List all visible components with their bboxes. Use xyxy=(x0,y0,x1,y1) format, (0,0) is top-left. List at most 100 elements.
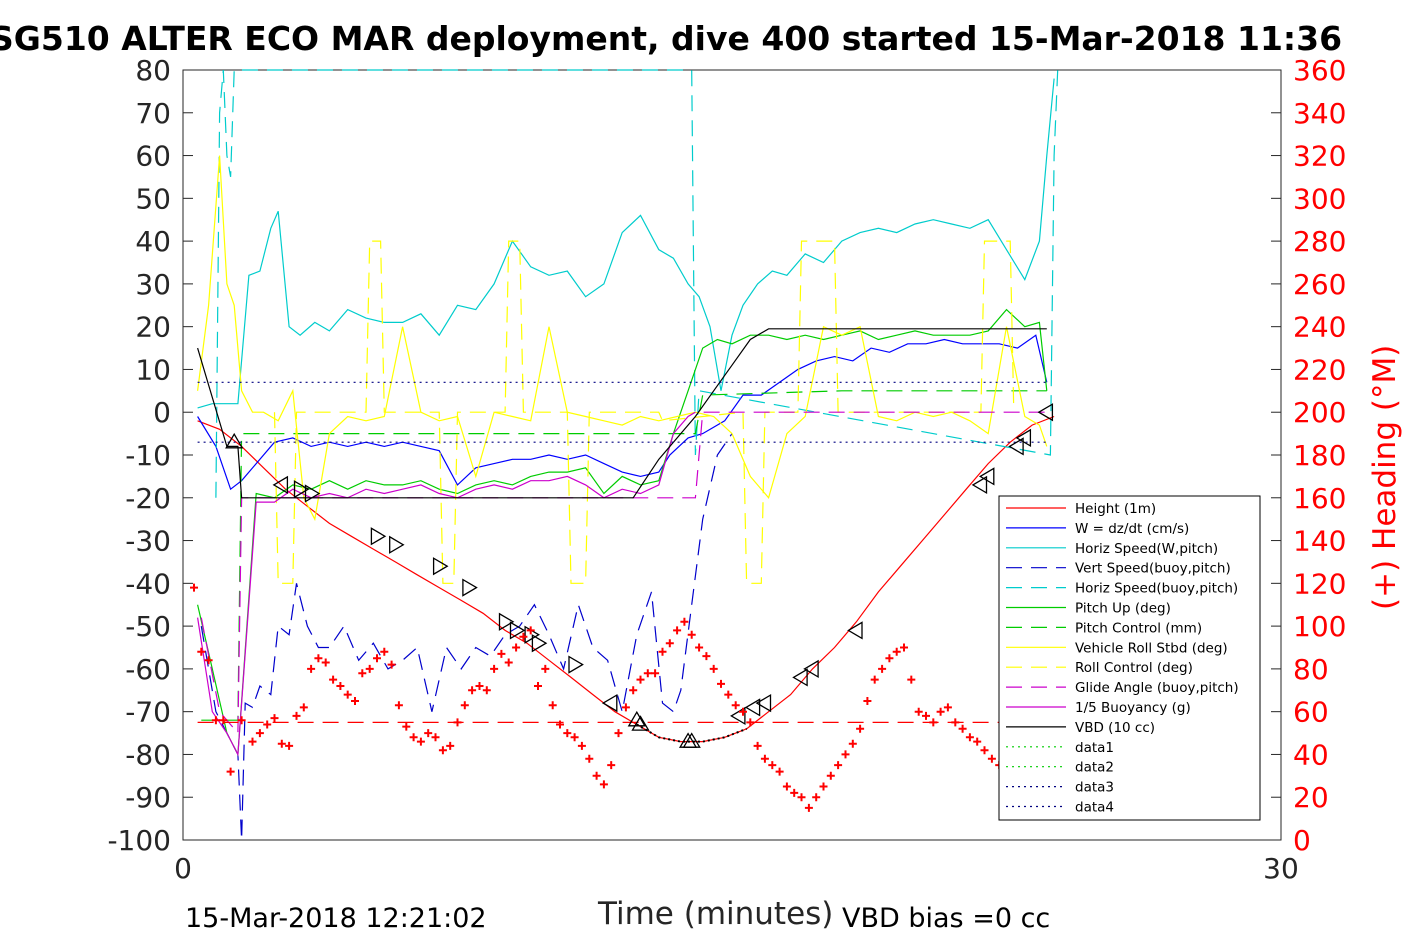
right-tick-label-8: 200 xyxy=(1293,396,1346,429)
heading-point-20 xyxy=(343,690,352,699)
height-marker-27 xyxy=(1015,428,1032,448)
heading-point-83 xyxy=(804,803,813,812)
heading-point-62 xyxy=(651,669,660,678)
left-tick-label-14: -60 xyxy=(125,653,171,686)
heading-point-36 xyxy=(460,701,469,710)
heading-point-101 xyxy=(936,707,945,716)
heading-point-29 xyxy=(409,733,418,742)
heading-point-63 xyxy=(658,647,667,656)
legend-label-5: Pitch Up (deg) xyxy=(1075,601,1171,617)
right-tick-label-6: 240 xyxy=(1293,311,1346,344)
heading-point-41 xyxy=(497,649,506,658)
right-tick-label-14: 80 xyxy=(1293,653,1329,686)
right-axis: 3603403203002802602402202001801601401201… xyxy=(1271,54,1346,857)
height-marker-12 xyxy=(568,655,584,674)
height-marker-19 xyxy=(744,698,761,717)
x-tick-label-0: 0 xyxy=(174,852,192,885)
right-tick-label-7: 220 xyxy=(1293,353,1346,386)
height-marker-23 xyxy=(847,621,863,640)
heading-point-55 xyxy=(599,780,608,789)
heading-point-88 xyxy=(841,750,850,759)
height-marker-3 xyxy=(304,484,321,503)
height-marker-2 xyxy=(293,480,310,499)
heading-point-54 xyxy=(592,771,601,780)
heading-point-91 xyxy=(863,697,872,705)
heading-point-87 xyxy=(834,761,843,770)
heading-point-79 xyxy=(775,767,784,776)
heading-point-69 xyxy=(702,652,711,661)
left-axis: 80 70 60 50 40 30 20 10 0 -10 -20 -30 -40 -50 -60 -70 -8… xyxy=(107,54,193,857)
heading-point-40 xyxy=(490,664,499,673)
series-line-1 xyxy=(197,334,1048,491)
right-tick-label-16: 40 xyxy=(1293,738,1329,771)
heading-point-14 xyxy=(299,703,308,712)
right-tick-label-0: 360 xyxy=(1293,54,1346,87)
heading-point-52 xyxy=(577,741,586,750)
heading-point-64 xyxy=(665,639,674,648)
heading-point-24 xyxy=(373,654,381,663)
footer-vbd-bias: VBD bias =0 cc xyxy=(842,903,1050,934)
series-line-0 xyxy=(197,415,1055,743)
heading-point-12 xyxy=(285,741,294,750)
heading-point-108 xyxy=(987,754,996,763)
heading-point-85 xyxy=(819,782,828,791)
heading-point-105 xyxy=(965,733,974,742)
heading-point-97 xyxy=(907,675,916,684)
heading-point-106 xyxy=(973,737,982,746)
right-tick-label-2: 320 xyxy=(1293,140,1346,173)
heading-point-11 xyxy=(277,739,286,748)
marker-layer xyxy=(225,403,1054,748)
heading-point-30 xyxy=(416,737,425,746)
heading-point-66 xyxy=(680,617,689,626)
height-marker-14 xyxy=(627,710,646,727)
left-tick-label-12: -40 xyxy=(125,567,171,600)
right-tick-label-9: 180 xyxy=(1293,439,1346,472)
heading-point-37 xyxy=(468,686,477,695)
legend-label-11: VBD (10 cc) xyxy=(1075,720,1155,736)
heading-point-95 xyxy=(892,647,901,656)
legend-label-14: data3 xyxy=(1075,780,1114,796)
legend-label-2: Horiz Speed(W,pitch) xyxy=(1075,541,1218,557)
heading-point-27 xyxy=(394,701,403,710)
right-axis-label: (+) Heading (°M) xyxy=(1367,345,1403,610)
left-tick-label-9: -10 xyxy=(125,439,171,472)
right-tick-label-5: 260 xyxy=(1293,268,1346,301)
left-tick-label-4: 40 xyxy=(135,225,171,258)
left-tick-label-8: 0 xyxy=(153,396,171,429)
heading-point-48 xyxy=(548,701,557,710)
height-marker-28 xyxy=(1037,403,1054,422)
heading-point-80 xyxy=(782,782,791,791)
right-tick-label-10: 160 xyxy=(1293,482,1346,515)
left-tick-label-0: 80 xyxy=(135,54,171,87)
left-tick-label-2: 60 xyxy=(135,140,171,173)
heading-point-90 xyxy=(856,724,865,733)
heading-point-5 xyxy=(226,767,235,776)
heading-point-31 xyxy=(424,729,433,738)
left-tick-label-17: -90 xyxy=(125,781,171,814)
heading-point-47 xyxy=(541,664,550,673)
height-marker-21 xyxy=(792,668,808,687)
left-tick-label-1: 70 xyxy=(135,97,171,130)
left-tick-label-15: -70 xyxy=(125,696,171,729)
legend-label-3: Vert Speed(buoy,pitch) xyxy=(1075,561,1231,577)
right-tick-label-12: 120 xyxy=(1293,567,1346,600)
heading-point-46 xyxy=(534,682,542,690)
heading-point-107 xyxy=(980,746,989,755)
legend: Height (1m) W = dz/dt (cm/s) Horiz Speed(W… xyxy=(998,495,1261,821)
series-line-5 xyxy=(197,308,1048,757)
left-tick-label-18: -100 xyxy=(107,824,171,857)
heading-point-43 xyxy=(512,643,521,652)
heading-point-59 xyxy=(629,686,638,695)
height-marker-25 xyxy=(978,467,995,486)
heading-point-58 xyxy=(621,703,630,712)
right-tick-label-13: 100 xyxy=(1293,610,1346,643)
heading-point-70 xyxy=(709,664,718,673)
heading-point-2 xyxy=(204,656,213,665)
heading-point-71 xyxy=(717,679,725,688)
heading-point-76 xyxy=(753,741,762,750)
heading-point-72 xyxy=(724,690,733,699)
heading-point-38 xyxy=(475,682,484,690)
heading-point-93 xyxy=(878,664,887,673)
right-tick-label-4: 280 xyxy=(1293,225,1346,258)
footer-timestamp: 15-Mar-2018 12:21:02 xyxy=(185,903,487,934)
